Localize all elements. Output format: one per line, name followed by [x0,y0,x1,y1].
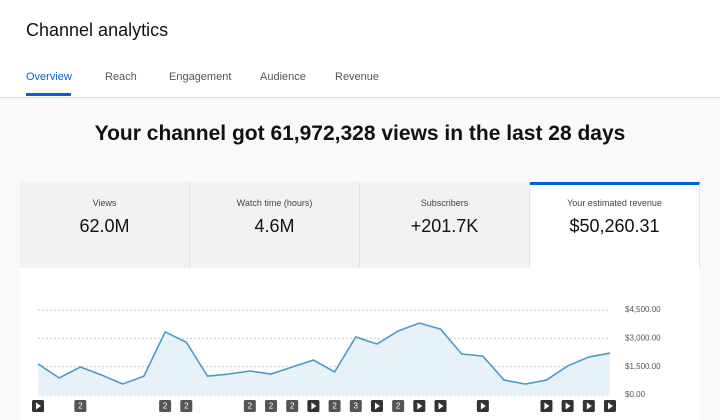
metric-label: Your estimated revenue [567,198,662,208]
video-marker [540,400,553,412]
line [37,322,611,385]
group-marker [328,400,341,412]
video-marker [604,400,616,412]
play-icon [36,402,41,410]
group-count: 2 [290,402,295,411]
metric-card[interactable]: Watch time (hours) 4.6M [190,182,360,268]
video-marker [413,400,426,412]
header: Channel analytics Overview Reach Engagem… [0,0,720,98]
video-marker [307,400,320,412]
group-count: 2 [248,402,253,411]
metric-label: Watch time (hours) [236,198,313,208]
metric-card[interactable]: Subscribers +201.7K [360,182,530,268]
play-icon [544,402,550,410]
y-tick-label: $4,500.00 [625,305,661,314]
metric-card[interactable]: Your estimated revenue $50,260.31 [530,182,700,268]
play-icon [417,402,423,410]
group-marker [180,400,193,412]
headline: Your channel got 61,972,328 views in the… [94,122,626,145]
group-marker [243,400,256,412]
group-count: 2 [163,402,168,411]
group-count: 2 [78,402,83,411]
video-marker [370,400,383,412]
tab[interactable]: Revenue [335,71,380,83]
play-icon [374,402,380,410]
play-icon [311,402,317,410]
tab[interactable]: Overview [26,71,72,83]
video-marker [476,400,489,412]
group-marker [349,400,362,412]
tab[interactable]: Audience [260,71,306,83]
group-count: 2 [269,402,274,411]
tab[interactable]: Reach [105,71,137,83]
play-icon [480,402,486,410]
metric-value: $50,260.31 [569,216,660,236]
video-marker [434,400,447,412]
group-marker [286,400,299,412]
play-icon [438,402,444,410]
group-count: 2 [332,402,337,411]
metric-label: Subscribers [420,198,469,208]
metric-value: 4.6M [254,216,295,236]
y-tick-label: $1,500.00 [625,362,661,371]
group-marker [74,400,87,412]
video-marker [32,400,44,412]
page-title: Channel analytics [26,20,169,40]
play-icon [608,402,613,410]
y-tick-label: $0.00 [625,390,646,399]
play-icon [565,402,571,410]
tab[interactable]: Engagement [169,71,232,83]
group-marker [392,400,405,412]
chart: $0.00 $1,500.00 $3,000.00 $4,500.00 2 2 2 2 2 2 2 3… [20,268,700,420]
play-icon [586,402,592,410]
group-count: 3 [354,402,359,411]
tab-indicator [26,93,71,96]
group-marker [265,400,278,412]
group-marker [159,400,172,412]
y-tick-label: $3,000.00 [625,333,661,342]
area [38,323,610,395]
metric-card[interactable]: Views 62.0M [20,182,190,268]
metric-value: +201.7K [410,216,479,236]
metric-value: 62.0M [79,216,130,236]
video-marker [561,400,574,412]
video-marker [582,400,595,412]
group-count: 2 [396,402,401,411]
group-count: 2 [184,402,189,411]
metric-label: Views [92,198,117,208]
